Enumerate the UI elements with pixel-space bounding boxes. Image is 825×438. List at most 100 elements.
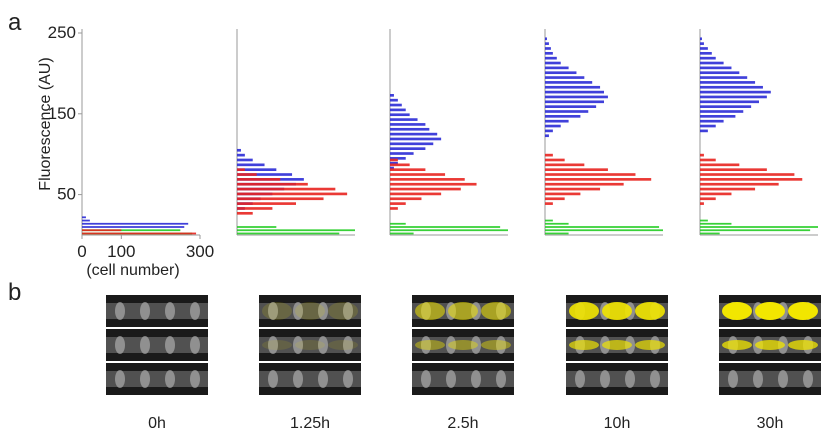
cell-spot	[165, 336, 175, 354]
yellow-signal	[481, 340, 511, 350]
histogram-bar	[700, 105, 751, 108]
histogram-bar	[390, 142, 433, 145]
histogram-bar	[700, 81, 755, 84]
yellow-signal	[448, 340, 478, 350]
histogram-bar	[545, 67, 569, 70]
histogram-bar	[700, 154, 704, 157]
histogram-bar	[700, 115, 735, 118]
histogram-bar	[545, 42, 549, 45]
yellow-signal	[481, 302, 511, 320]
histogram-bar	[700, 76, 747, 79]
cell-image	[412, 329, 514, 361]
histogram-bar	[545, 76, 584, 79]
histogram-bar	[700, 233, 720, 235]
histogram-bar	[700, 47, 708, 50]
histogram-bar	[82, 220, 90, 222]
histogram-bar	[237, 163, 265, 166]
yellow-signal	[569, 340, 599, 350]
histogram-bar	[237, 229, 355, 231]
histogram-bar	[390, 147, 425, 150]
cell-spot	[268, 370, 278, 388]
cell-spot	[446, 370, 456, 388]
histogram-bar	[700, 57, 716, 60]
cell-image	[106, 295, 208, 327]
histogram-bar	[390, 183, 477, 186]
cell-spot	[803, 370, 813, 388]
histogram-bar	[390, 123, 425, 126]
yellow-signal	[755, 302, 785, 320]
histogram-bar	[390, 113, 410, 116]
histogram-bar	[390, 229, 508, 231]
histogram-bar	[545, 62, 561, 65]
histogram-bar	[237, 183, 308, 186]
histogram-bar	[545, 163, 584, 166]
histogram-bar	[700, 42, 704, 45]
histogram-bar	[545, 202, 553, 205]
histogram-bar	[390, 118, 418, 121]
yellow-signal	[602, 340, 632, 350]
histogram-bar	[237, 193, 347, 196]
histogram-bar	[390, 233, 414, 235]
histogram-bar	[700, 202, 704, 205]
histogram-bar	[700, 178, 802, 181]
histogram-bar	[237, 154, 245, 157]
histogram-bar	[237, 197, 324, 200]
histogram-bar	[237, 207, 272, 210]
cell-spot	[190, 302, 200, 320]
histogram-bar	[545, 134, 549, 137]
x-tick-label: 100	[107, 242, 135, 261]
histogram-bar	[545, 37, 547, 40]
figure: a b 501502500100300(cell number)Fluoresc…	[0, 0, 825, 433]
histogram-bar	[545, 100, 604, 103]
histogram-bar	[700, 67, 731, 70]
time-label: 1.25h	[290, 415, 330, 432]
cell-image	[412, 363, 514, 395]
yellow-signal	[635, 340, 665, 350]
histogram-bar	[237, 173, 257, 176]
histogram-bar	[545, 52, 553, 55]
histogram-bar	[545, 57, 557, 60]
histogram-bar	[700, 220, 708, 222]
histogram-bar	[545, 178, 651, 181]
histogram-bar	[700, 226, 818, 228]
histogram-bar	[545, 110, 588, 113]
histogram-bar	[82, 226, 184, 228]
histogram-bar	[390, 99, 398, 102]
histogram-bar	[237, 212, 253, 215]
histogram-bar	[545, 197, 565, 200]
histogram-bar	[700, 125, 716, 128]
cell-spot	[190, 370, 200, 388]
histogram-bar	[700, 229, 810, 231]
histogram-bar	[390, 226, 500, 228]
cell-spot	[650, 370, 660, 388]
histogram-bar	[82, 216, 86, 218]
cell-image	[259, 295, 361, 327]
histogram-bar	[700, 159, 716, 162]
histogram-bar	[545, 173, 635, 176]
histogram-bar	[82, 233, 196, 235]
cell-image	[259, 363, 361, 395]
histogram-bar	[700, 37, 702, 40]
histogram-bar	[545, 130, 553, 133]
histogram-bar	[700, 193, 731, 196]
cell-image	[412, 295, 514, 327]
yellow-signal	[788, 302, 818, 320]
cell-spot	[190, 336, 200, 354]
cell-image	[106, 329, 208, 361]
panel-label: b	[8, 279, 21, 306]
yellow-signal	[328, 302, 358, 320]
histogram-bar	[545, 229, 663, 231]
cell-spot	[140, 336, 150, 354]
histogram-bar	[237, 149, 241, 152]
cell-spot	[600, 370, 610, 388]
histogram-bar	[700, 163, 739, 166]
time-label: 10h	[604, 415, 631, 432]
histogram-bar	[390, 152, 414, 155]
cell-spot	[421, 370, 431, 388]
histogram-bar	[237, 188, 335, 191]
histogram-bar	[390, 104, 402, 107]
histogram-bar	[390, 197, 421, 200]
cell-image	[566, 295, 668, 327]
time-label: 0h	[148, 415, 166, 432]
histogram-bar	[237, 202, 296, 205]
